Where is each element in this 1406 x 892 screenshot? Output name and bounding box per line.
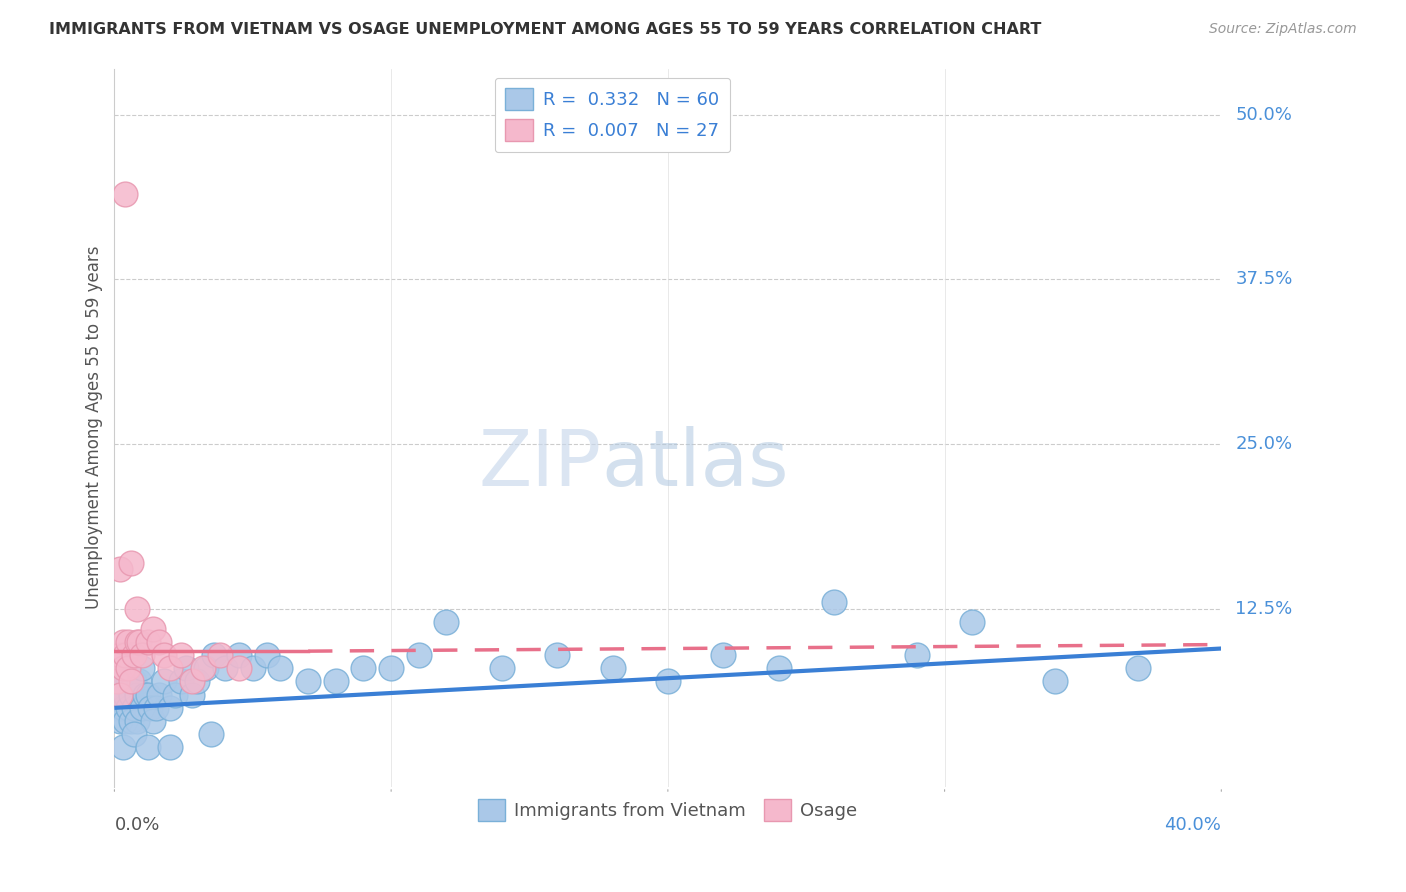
- Point: [131, 661, 153, 675]
- Legend: Immigrants from Vietnam, Osage: Immigrants from Vietnam, Osage: [471, 792, 865, 828]
- Point: [380, 661, 402, 675]
- Point: [191, 661, 214, 675]
- Point: [148, 635, 170, 649]
- Point: [114, 186, 136, 201]
- Point: [170, 648, 193, 662]
- Point: [408, 648, 430, 662]
- Text: IMMIGRANTS FROM VIETNAM VS OSAGE UNEMPLOYMENT AMONG AGES 55 TO 59 YEARS CORRELAT: IMMIGRANTS FROM VIETNAM VS OSAGE UNEMPLO…: [49, 22, 1042, 37]
- Point: [111, 740, 134, 755]
- Point: [159, 701, 181, 715]
- Point: [108, 688, 131, 702]
- Point: [148, 688, 170, 702]
- Point: [136, 740, 159, 755]
- Text: ZIP: ZIP: [478, 425, 602, 501]
- Point: [905, 648, 928, 662]
- Point: [134, 688, 156, 702]
- Point: [200, 727, 222, 741]
- Point: [228, 648, 250, 662]
- Point: [269, 661, 291, 675]
- Point: [256, 648, 278, 662]
- Point: [142, 714, 165, 728]
- Text: 37.5%: 37.5%: [1236, 270, 1292, 288]
- Point: [142, 622, 165, 636]
- Point: [114, 648, 136, 662]
- Point: [170, 674, 193, 689]
- Text: 50.0%: 50.0%: [1236, 105, 1292, 124]
- Point: [122, 674, 145, 689]
- Point: [120, 688, 142, 702]
- Point: [111, 661, 134, 675]
- Point: [228, 661, 250, 675]
- Point: [159, 661, 181, 675]
- Point: [242, 661, 264, 675]
- Point: [108, 688, 131, 702]
- Point: [108, 562, 131, 576]
- Point: [111, 674, 134, 689]
- Point: [325, 674, 347, 689]
- Point: [128, 635, 150, 649]
- Point: [136, 688, 159, 702]
- Point: [117, 635, 139, 649]
- Point: [105, 701, 128, 715]
- Point: [186, 674, 208, 689]
- Point: [108, 648, 131, 662]
- Point: [125, 714, 148, 728]
- Point: [202, 648, 225, 662]
- Point: [657, 674, 679, 689]
- Point: [962, 615, 984, 629]
- Text: 25.0%: 25.0%: [1236, 435, 1292, 453]
- Point: [125, 602, 148, 616]
- Point: [120, 556, 142, 570]
- Text: atlas: atlas: [602, 425, 789, 501]
- Y-axis label: Unemployment Among Ages 55 to 59 years: Unemployment Among Ages 55 to 59 years: [86, 246, 103, 609]
- Point: [159, 740, 181, 755]
- Point: [114, 714, 136, 728]
- Point: [120, 674, 142, 689]
- Point: [194, 661, 217, 675]
- Point: [180, 688, 202, 702]
- Point: [823, 595, 845, 609]
- Text: 0.0%: 0.0%: [114, 815, 160, 834]
- Text: 40.0%: 40.0%: [1164, 815, 1222, 834]
- Point: [436, 615, 458, 629]
- Point: [214, 661, 236, 675]
- Point: [297, 674, 319, 689]
- Point: [602, 661, 624, 675]
- Point: [136, 635, 159, 649]
- Point: [208, 648, 231, 662]
- Point: [105, 674, 128, 689]
- Point: [491, 661, 513, 675]
- Point: [139, 701, 162, 715]
- Point: [711, 648, 734, 662]
- Point: [125, 635, 148, 649]
- Point: [111, 635, 134, 649]
- Point: [353, 661, 375, 675]
- Point: [117, 701, 139, 715]
- Point: [131, 648, 153, 662]
- Point: [768, 661, 790, 675]
- Point: [122, 701, 145, 715]
- Point: [180, 674, 202, 689]
- Point: [120, 714, 142, 728]
- Point: [153, 674, 176, 689]
- Point: [125, 688, 148, 702]
- Point: [153, 648, 176, 662]
- Point: [108, 714, 131, 728]
- Point: [176, 661, 198, 675]
- Point: [165, 688, 187, 702]
- Point: [122, 727, 145, 741]
- Text: 12.5%: 12.5%: [1236, 600, 1292, 618]
- Point: [122, 648, 145, 662]
- Point: [117, 674, 139, 689]
- Point: [128, 674, 150, 689]
- Point: [1128, 661, 1150, 675]
- Point: [145, 701, 167, 715]
- Point: [546, 648, 568, 662]
- Point: [1045, 674, 1067, 689]
- Point: [117, 661, 139, 675]
- Text: Source: ZipAtlas.com: Source: ZipAtlas.com: [1209, 22, 1357, 37]
- Point: [131, 701, 153, 715]
- Point: [114, 688, 136, 702]
- Point: [111, 701, 134, 715]
